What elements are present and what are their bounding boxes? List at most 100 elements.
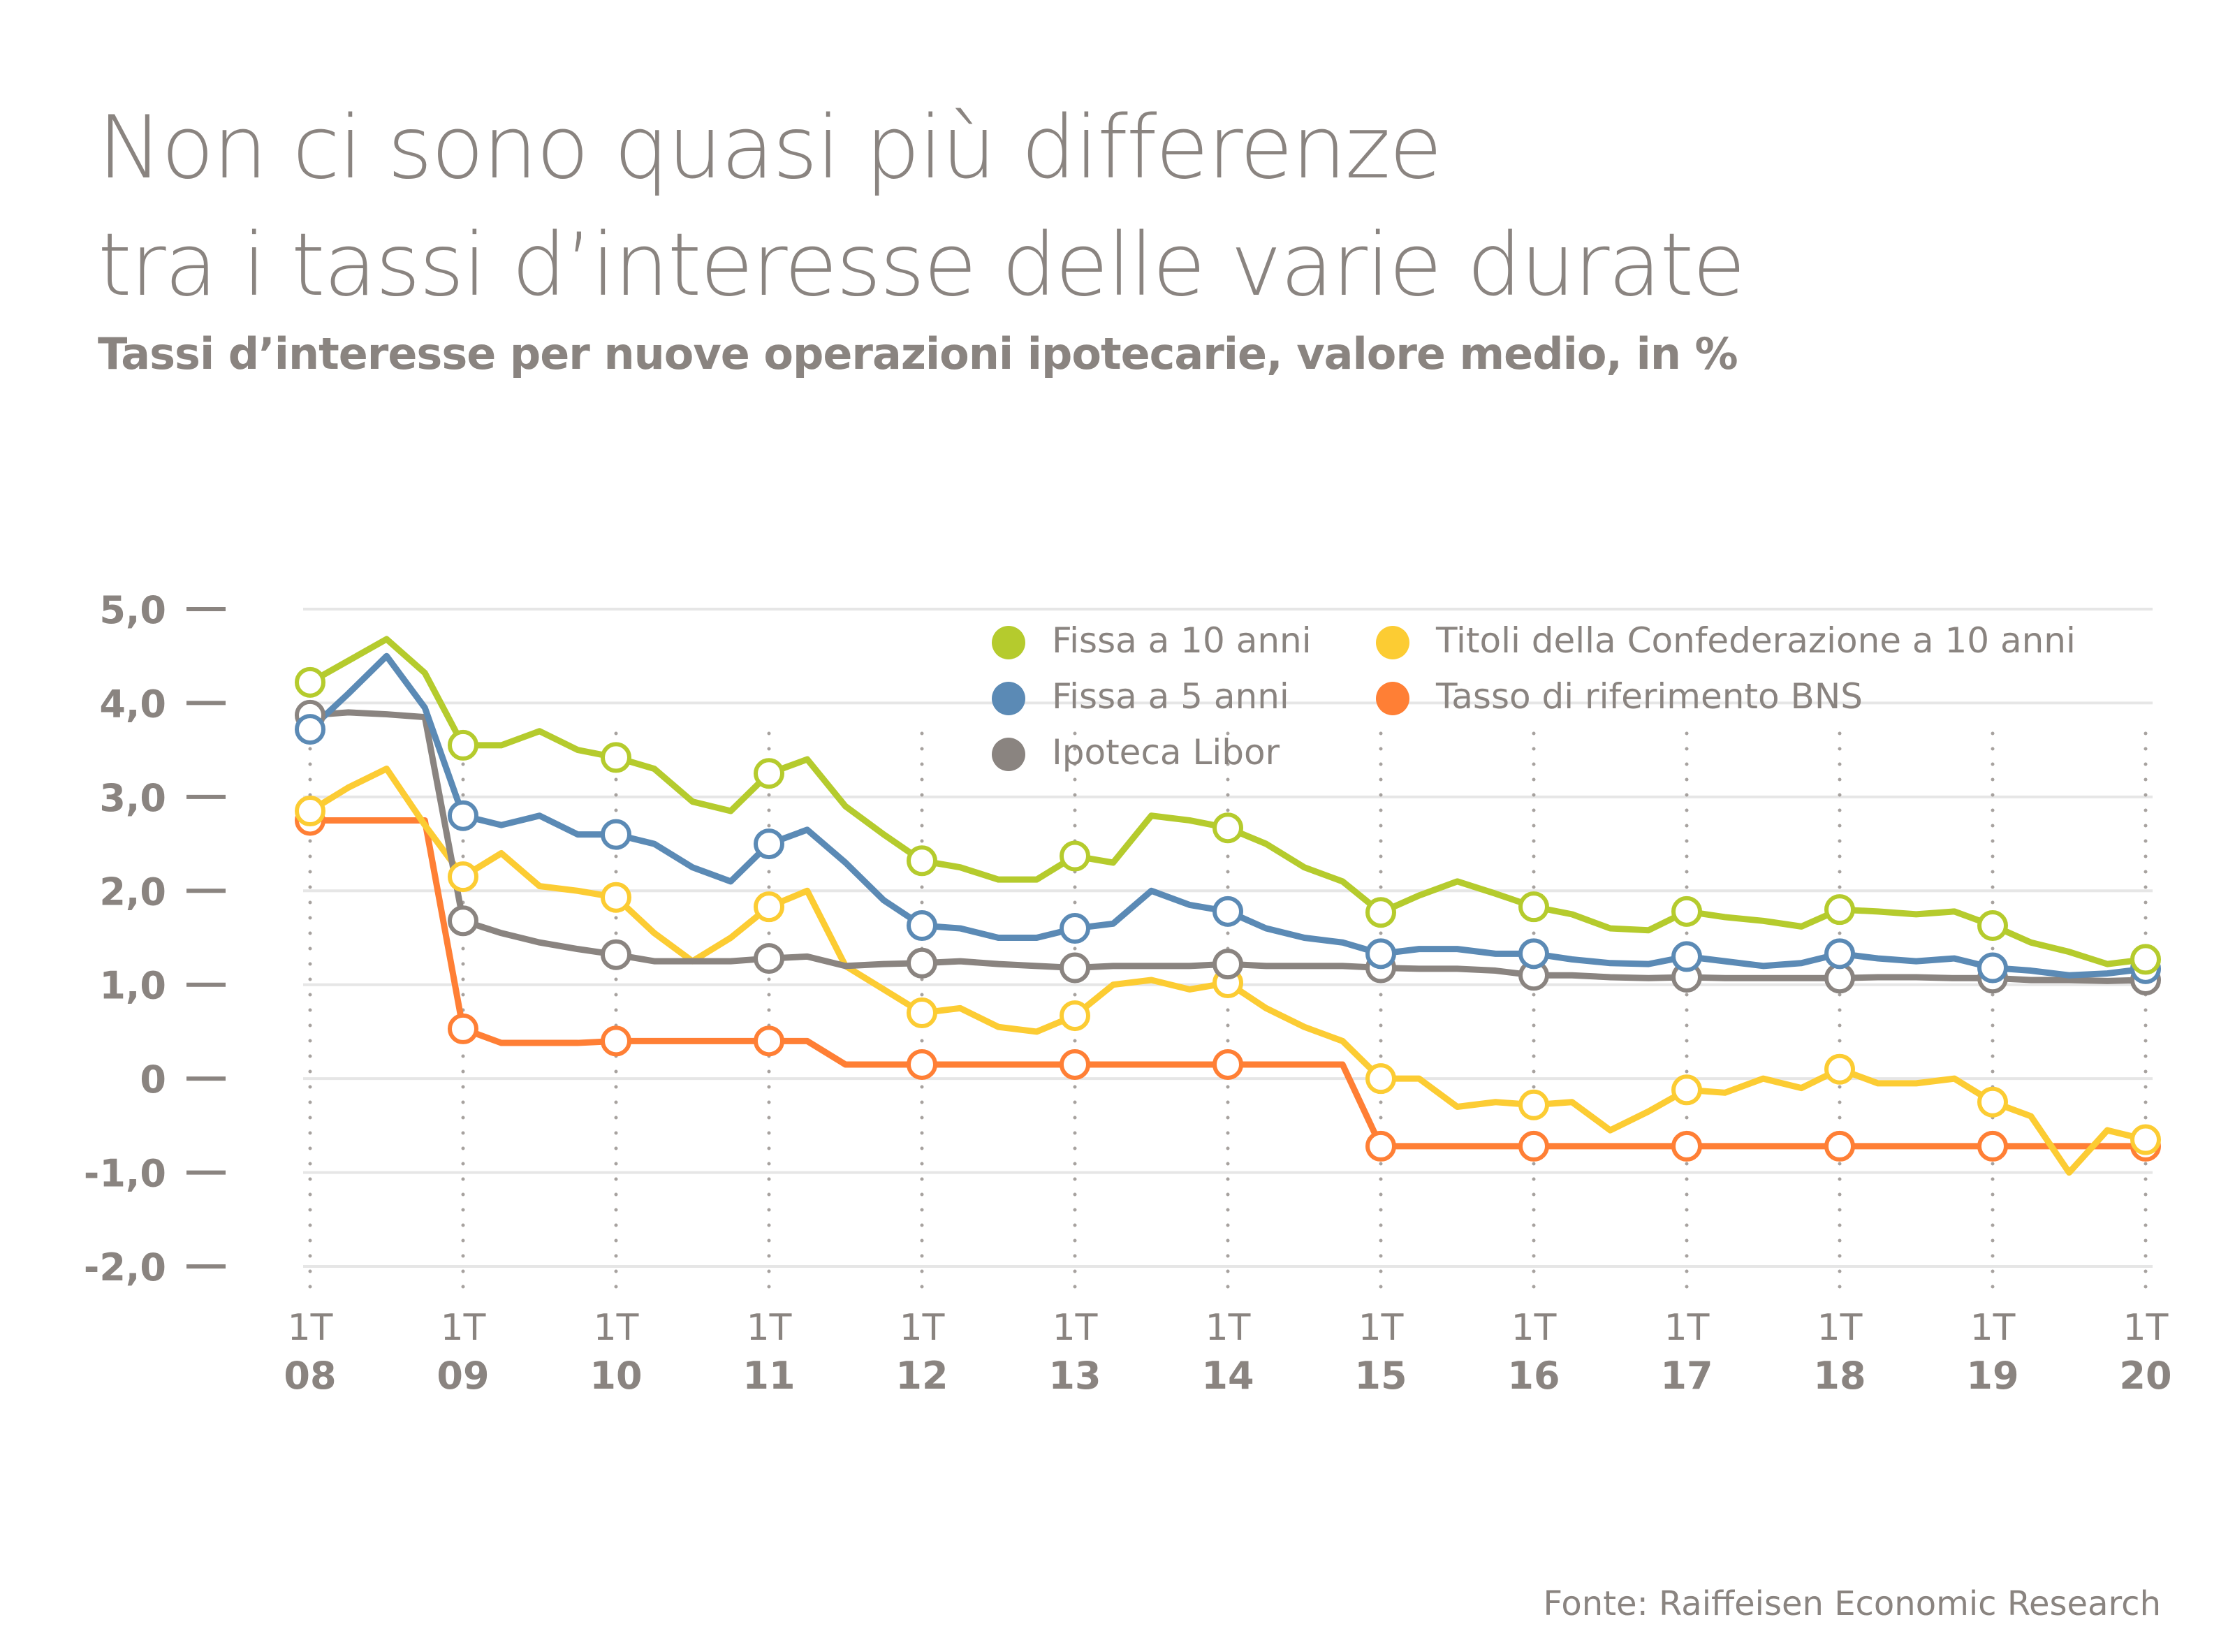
data-point-marker [601,819,631,850]
data-point-marker [1518,1089,1549,1120]
data-point-marker [907,997,937,1029]
x-tick-year: 20 [2119,1354,2171,1398]
data-point-marker [295,714,325,745]
data-point-marker [1365,938,1396,970]
chart-subtitle: Tassi d’interesse per nuove operazioni i… [98,328,1738,379]
x-tick-quarter: 1T [288,1307,333,1349]
data-point-marker [1977,910,2008,942]
source-note: Fonte: Raiffeisen Economic Research [1543,1584,2161,1623]
data-point-marker [1977,952,2008,984]
legend-label: Titoli della Confederazione a 10 anni [1436,620,2076,661]
chart-title: Non ci sono quasi più differenze tra i t… [98,89,1745,324]
data-point-marker [448,905,478,937]
x-tick-quarter: 1T [594,1307,639,1349]
y-tick-label: 5,0 [99,588,166,632]
data-point-marker [295,796,325,827]
x-tick-year: 12 [895,1354,948,1398]
data-point-marker [1212,949,1243,980]
data-point-marker [601,1025,631,1057]
x-tick-year: 11 [742,1354,795,1398]
x-tick-year: 19 [1966,1354,2018,1398]
y-tick-label: -2,0 [84,1245,166,1289]
data-point-marker [754,828,784,860]
data-point-marker [1671,896,1702,927]
data-point-marker [1212,896,1243,927]
legend-swatch-icon [992,682,1025,715]
x-tick-year: 17 [1660,1354,1713,1398]
data-point-marker [907,1048,937,1080]
y-axis: 5,0 4,0 3,0 2,0 1,0 0 -1,0 -2,0 [84,588,226,1289]
x-tick-year: 09 [437,1354,489,1398]
data-point-marker [1060,952,1090,984]
data-point-marker [907,947,937,979]
data-point-marker [1824,938,1855,970]
data-point-marker [1212,812,1243,844]
data-point-marker [601,742,631,773]
x-tick-year: 18 [1813,1354,1866,1398]
data-point-marker [1365,897,1396,928]
data-point-marker [1977,1130,2008,1162]
y-tick-label: 1,0 [99,964,166,1008]
data-point-marker [1518,891,1549,923]
data-point-marker [1212,1048,1243,1080]
legend-swatch-icon [992,626,1025,659]
data-point-marker [1977,1086,2008,1118]
x-tick-quarter: 1T [1206,1307,1251,1349]
x-tick-year: 16 [1507,1354,1560,1398]
y-tick-label: 4,0 [99,682,166,726]
x-tick-year: 15 [1354,1354,1407,1398]
data-point-marker [448,1013,478,1044]
chart-title-line-2: tra i tassi d’interesse delle varie dura… [98,215,1745,316]
x-tick-quarter: 1T [1053,1307,1098,1349]
data-point-marker [907,845,937,877]
x-tick-quarter: 1T [1664,1307,1710,1349]
data-point-marker [1518,1130,1549,1162]
series-markers [295,666,2161,1162]
data-point-marker [448,861,478,893]
legend-label: Fissa a 10 anni [1052,620,1312,661]
chart-title-line-1: Non ci sono quasi più differenze [98,98,1442,198]
data-point-marker [1060,913,1090,944]
data-point-marker [1365,1130,1396,1162]
y-tick-label: -1,0 [84,1152,166,1196]
data-point-marker [601,882,631,913]
data-point-marker [754,891,784,923]
data-point-marker [2130,1124,2161,1155]
data-point-marker [2130,944,2161,975]
data-point-marker [1060,1048,1090,1080]
legend-swatch-icon [1376,682,1409,715]
data-point-marker [1671,941,1702,972]
x-tick-year: 14 [1201,1354,1254,1398]
data-point-marker [1824,1053,1855,1085]
legend-swatch-icon [992,738,1025,771]
data-point-marker [1671,1074,1702,1106]
data-point-marker [754,943,784,974]
legend-swatch-icon [1376,626,1409,659]
x-tick-year: 08 [284,1354,336,1398]
data-point-marker [601,939,631,970]
legend-label: Fissa a 5 anni [1052,676,1289,717]
x-tick-year: 13 [1048,1354,1101,1398]
x-tick-quarter: 1T [747,1307,792,1349]
data-point-marker [1671,1130,1702,1162]
x-tick-quarter: 1T [1358,1307,1404,1349]
legend-label: Tasso di riferimento BNS [1436,676,1863,717]
data-point-marker [907,910,937,942]
data-point-marker [1824,1130,1855,1162]
y-tick-label: 0 [140,1058,166,1102]
data-point-marker [1060,1000,1090,1032]
x-tick-quarter: 1T [900,1307,945,1349]
data-point-marker [754,1025,784,1057]
x-axis: 1T 08 1T 09 1T 10 1T 11 1T 12 1T 13 1T 14 1T 15 1T 16 1T 17… [284,1307,2171,1398]
y-tick-label: 2,0 [99,870,166,914]
legend-label: Ipoteca Libor [1052,732,1280,773]
data-point-marker [754,758,784,789]
data-point-marker [295,666,325,698]
data-point-marker [448,729,478,761]
x-tick-year: 10 [589,1354,642,1398]
y-tick-label: 3,0 [99,776,166,820]
data-point-marker [1824,894,1855,926]
x-tick-quarter: 1T [1817,1307,1863,1349]
data-point-marker [1060,840,1090,872]
